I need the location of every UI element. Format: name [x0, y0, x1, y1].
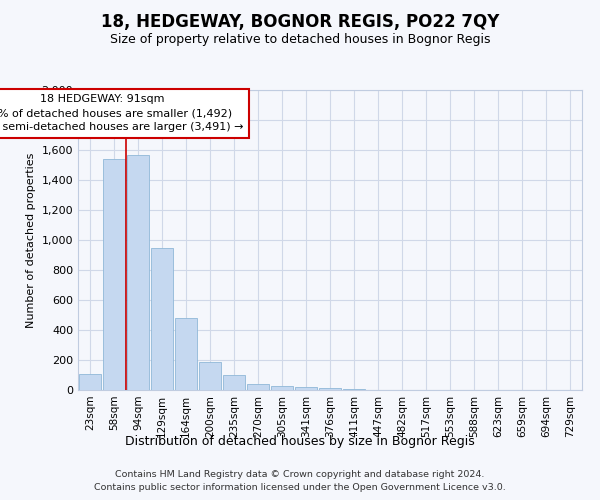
- Bar: [343, 389, 365, 390]
- Bar: [127, 154, 149, 390]
- Text: Contains public sector information licensed under the Open Government Licence v3: Contains public sector information licen…: [94, 482, 506, 492]
- Text: Distribution of detached houses by size in Bognor Regis: Distribution of detached houses by size …: [125, 435, 475, 448]
- Bar: [271, 386, 293, 390]
- Bar: [223, 375, 245, 390]
- Bar: [79, 374, 101, 390]
- Text: Contains HM Land Registry data © Crown copyright and database right 2024.: Contains HM Land Registry data © Crown c…: [115, 470, 485, 479]
- Bar: [295, 387, 317, 390]
- Y-axis label: Number of detached properties: Number of detached properties: [26, 152, 36, 328]
- Text: Size of property relative to detached houses in Bognor Regis: Size of property relative to detached ho…: [110, 32, 490, 46]
- Bar: [175, 318, 197, 390]
- Bar: [103, 159, 125, 390]
- Bar: [247, 384, 269, 390]
- Bar: [151, 248, 173, 390]
- Text: 18, HEDGEWAY, BOGNOR REGIS, PO22 7QY: 18, HEDGEWAY, BOGNOR REGIS, PO22 7QY: [101, 12, 499, 30]
- Bar: [319, 388, 341, 390]
- Bar: [199, 362, 221, 390]
- Text: 18 HEDGEWAY: 91sqm
← 30% of detached houses are smaller (1,492)
70% of semi-deta: 18 HEDGEWAY: 91sqm ← 30% of detached hou…: [0, 94, 244, 132]
